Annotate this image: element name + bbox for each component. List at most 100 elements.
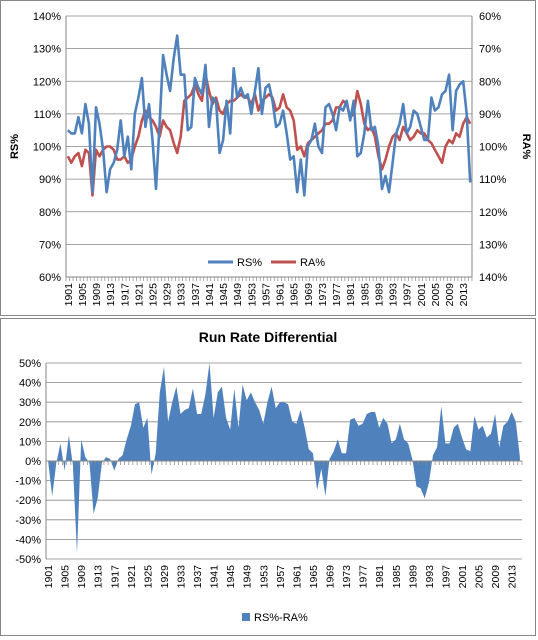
y-tick-label: -10%: [15, 476, 41, 488]
y2-tick-label: 120%: [479, 207, 507, 219]
rs-ra-line-chart: 60% 70% 80% 90% 100% 110% 120% 130% 140% 60% 70% 80…: [9, 11, 532, 307]
rs-series-line: [66, 34, 472, 197]
x-tick-label: 1993: [388, 283, 400, 307]
x-tick-label: 1925: [142, 565, 154, 589]
x-tick-label: 1949: [242, 565, 254, 589]
y2-tick-label: 130%: [479, 239, 507, 251]
rs-ra-chart-panel: 60% 70% 80% 90% 100% 110% 120% 130% 140% 60% 70% 80…: [0, 0, 536, 316]
x-tick-label: 1973: [317, 283, 329, 307]
y-tick-label: 40%: [19, 378, 41, 390]
x-tick-label: 1905: [60, 565, 72, 589]
y-tick-label: 140%: [33, 11, 61, 23]
y-tick-label: 80%: [39, 207, 61, 219]
x-tick-label: 1953: [258, 565, 270, 589]
x-tick-label: 1909: [91, 283, 103, 307]
x-tick-label: 1921: [126, 565, 138, 589]
x-tick-label: 2013: [507, 565, 519, 589]
x-tick-label: 1937: [192, 565, 204, 589]
x-tick-label: 1973: [341, 565, 353, 589]
x-tick-label: 1933: [176, 283, 188, 307]
x-tick-label: 1949: [232, 283, 244, 307]
x-tick-label: 2005: [430, 283, 442, 307]
x-tick-label: 1957: [275, 565, 287, 589]
y-tick-label: -40%: [15, 534, 41, 546]
y-tick-label: -50%: [15, 554, 41, 566]
x-tick-label: 1957: [260, 283, 272, 307]
x-tick-label: 1965: [289, 283, 301, 307]
y2-axis-title: RA%: [520, 134, 532, 160]
y-tick-label: 110%: [34, 109, 62, 121]
x-tick-label: 2009: [490, 565, 502, 589]
x-tick-label: 1993: [424, 565, 436, 589]
x-tick-label: 1921: [133, 283, 145, 307]
x-tick-label: 1905: [77, 283, 89, 307]
y-tick-label: -20%: [15, 495, 41, 507]
y-tick-label: 50%: [19, 358, 41, 370]
x-tick-label: 1997: [440, 565, 452, 589]
x-tick-label: 1977: [358, 565, 370, 589]
x-tick-label: 2001: [416, 283, 428, 307]
y-tick-label: 70%: [39, 239, 61, 251]
legend-rs-label: RS%: [237, 257, 262, 269]
x-tick-label: 1969: [325, 565, 337, 589]
x-tick-label: 1977: [331, 283, 343, 307]
x-tick-label: 1965: [308, 565, 320, 589]
x-tick-label: 2001: [457, 565, 469, 589]
y-tick-label: 30%: [19, 397, 41, 409]
x-tick-label: 1929: [162, 283, 174, 307]
x-tick-label: 1945: [218, 283, 230, 307]
x-tick-label: 1941: [204, 283, 216, 307]
x-tick-label: 1989: [407, 565, 419, 589]
x-tick-label: 1925: [147, 283, 159, 307]
x-tick-label: 1989: [373, 283, 385, 307]
legend-diff-label: RS%-RA%: [254, 612, 308, 624]
x-tick-label: 1945: [225, 565, 237, 589]
x-tick-label: 1969: [303, 283, 315, 307]
y2-tick-label: 90%: [479, 109, 501, 121]
x-tick-label: 1961: [275, 283, 287, 307]
y2-tick-label: 110%: [479, 174, 507, 186]
chart-title: Run Rate Differential: [199, 329, 337, 345]
x-tick-label: 1913: [93, 565, 105, 589]
run-rate-differential-area-chart: Run Rate Differential -50% -40% -30% -20% -10…: [15, 329, 523, 624]
y-tick-label: 10%: [19, 436, 41, 448]
x-tick-label: 2013: [458, 283, 470, 307]
x-tick-label: 2009: [444, 283, 456, 307]
y2-tick-label: 80%: [479, 76, 501, 88]
x-tick-label: 1909: [76, 565, 88, 589]
y-tick-label: 0%: [25, 456, 41, 468]
y-tick-label: 130%: [33, 44, 61, 56]
y-tick-label: 120%: [33, 76, 61, 88]
x-tick-label: 1901: [43, 565, 55, 589]
x-tick-label: 1985: [391, 565, 403, 589]
y-tick-label: -30%: [15, 515, 41, 527]
x-tick-label: 1913: [105, 283, 117, 307]
x-tick-label: 1941: [209, 565, 221, 589]
y-tick-label: 60%: [39, 272, 61, 284]
x-tick-label: 2005: [474, 565, 486, 589]
y2-tick-label: 100%: [479, 142, 507, 154]
y-tick-label: 20%: [19, 417, 41, 429]
x-tick-label: 1981: [374, 565, 386, 589]
y-tick-label: 90%: [39, 174, 61, 186]
rs-ra-area: [48, 363, 520, 554]
x-tick-label: 1933: [176, 565, 188, 589]
x-tick-label: 1937: [190, 283, 202, 307]
x-tick-label: 1985: [359, 283, 371, 307]
x-tick-label: 1917: [109, 565, 121, 589]
y2-tick-label: 140%: [479, 272, 507, 284]
x-tick-label: 1997: [402, 283, 414, 307]
legend-ra-label: RA%: [300, 257, 325, 269]
x-tick-label: 1917: [119, 283, 131, 307]
y-tick-label: 100%: [33, 142, 61, 154]
ra-series-line: [66, 73, 472, 197]
y2-tick-label: 60%: [479, 11, 501, 23]
y2-tick-label: 70%: [479, 44, 501, 56]
x-tick-label: 1953: [246, 283, 258, 307]
legend-diff-swatch: [242, 613, 250, 621]
x-tick-label: 1981: [345, 283, 357, 307]
run-rate-differential-panel: Run Rate Differential -50% -40% -30% -20% -10…: [0, 318, 536, 636]
x-tick-label: 1929: [159, 565, 171, 589]
x-tick-label: 1961: [291, 565, 303, 589]
x-tick-label: 1901: [63, 283, 75, 307]
